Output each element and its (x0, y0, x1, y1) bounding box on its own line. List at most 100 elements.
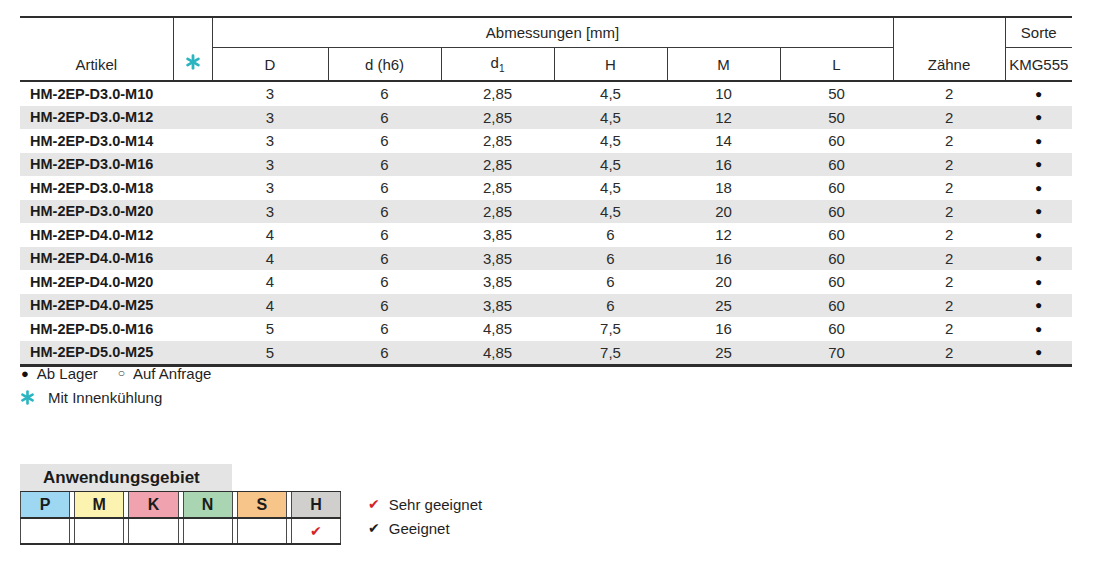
innenkuehlung-icon (20, 390, 35, 405)
table-row: HM-2EP-D3.0-M16362,854,516602● (20, 153, 1072, 177)
value-cell: 3 (212, 200, 328, 224)
coolant-cell (173, 223, 212, 247)
coolant-cell (173, 200, 212, 224)
stock-dot: ● (1005, 294, 1072, 318)
value-cell: 7,5 (554, 317, 667, 341)
value-cell: 60 (780, 200, 893, 224)
value-cell: 4 (212, 270, 328, 294)
table-row: HM-2EP-D4.0-M25463,85625602● (20, 294, 1072, 318)
anw-col-H: H (291, 492, 341, 517)
geeignet-label: Geeignet (389, 520, 450, 537)
header-row-top: Artikel Abmessungen [mm] Zähne Sorte (20, 17, 1072, 48)
value-cell: 6 (554, 247, 667, 271)
value-cell: 3,85 (441, 294, 554, 318)
coolant-cell (173, 176, 212, 200)
value-cell: 3,85 (441, 247, 554, 271)
value-cell: 60 (780, 176, 893, 200)
stock-legend: ● Ab Lager ○ Auf Anfrage (21, 363, 211, 383)
value-cell: 60 (780, 247, 893, 271)
value-cell: 16 (667, 317, 780, 341)
stock-dot: ● (1005, 176, 1072, 200)
col-header-kmg555: KMG555 (1005, 48, 1072, 82)
artikel-cell: HM-2EP-D3.0-M16 (20, 153, 173, 177)
value-cell: 2,85 (441, 200, 554, 224)
filled-dot-icon: ● (21, 366, 29, 381)
value-cell: 6 (554, 270, 667, 294)
coolant-cell (173, 270, 212, 294)
value-cell: 3 (212, 129, 328, 153)
anwendungsgebiet-table: PMKNSH ✔ (20, 491, 341, 545)
open-dot-icon: ○ (118, 366, 125, 380)
anw-check-cell-K (128, 519, 178, 543)
value-cell: 2 (893, 247, 1005, 271)
col-header-zaehne: Zähne (893, 17, 1005, 81)
black-check-icon: ✔ (368, 520, 380, 536)
value-cell: 2,85 (441, 153, 554, 177)
product-table: Artikel Abmessungen [mm] Zähne Sorte D (20, 16, 1072, 367)
anw-check-cell-H: ✔ (291, 519, 341, 543)
table-row: HM-2EP-D3.0-M14362,854,514602● (20, 129, 1072, 153)
value-cell: 5 (212, 341, 328, 366)
value-cell: 4 (212, 294, 328, 318)
value-cell: 60 (780, 129, 893, 153)
artikel-cell: HM-2EP-D3.0-M12 (20, 106, 173, 130)
col-header-d-h6: d (h6) (328, 48, 441, 82)
coolant-cell (173, 129, 212, 153)
value-cell: 25 (667, 341, 780, 366)
value-cell: 2 (893, 153, 1005, 177)
col-header-artikel: Artikel (20, 17, 173, 81)
table-row: HM-2EP-D4.0-M12463,85612602● (20, 223, 1072, 247)
value-cell: 16 (667, 247, 780, 271)
stock-dot: ● (1005, 81, 1072, 106)
col-header-H: H (554, 48, 667, 82)
value-cell: 60 (780, 153, 893, 177)
table-row: HM-2EP-D4.0-M16463,85616602● (20, 247, 1072, 271)
artikel-cell: HM-2EP-D3.0-M14 (20, 129, 173, 153)
table-row: HM-2EP-D3.0-M18362,854,518602● (20, 176, 1072, 200)
anw-col-K: K (128, 492, 178, 517)
stock-dot: ● (1005, 270, 1072, 294)
col-header-coolant (173, 17, 212, 81)
value-cell: 4,85 (441, 317, 554, 341)
table-row: HM-2EP-D5.0-M25564,857,525702● (20, 341, 1072, 366)
coolant-legend: Mit Innenkühlung (20, 387, 162, 407)
value-cell: 5 (212, 317, 328, 341)
value-cell: 2,85 (441, 176, 554, 200)
col-header-sorte: Sorte (1005, 17, 1072, 48)
value-cell: 4,5 (554, 176, 667, 200)
value-cell: 60 (780, 317, 893, 341)
table-row: HM-2EP-D3.0-M20362,854,520602● (20, 200, 1072, 224)
stock-dot: ● (1005, 247, 1072, 271)
value-cell: 50 (780, 81, 893, 106)
table-row: HM-2EP-D3.0-M12362,854,512502● (20, 106, 1072, 130)
value-cell: 2 (893, 294, 1005, 318)
value-cell: 2 (893, 223, 1005, 247)
table-row: HM-2EP-D4.0-M20463,85620602● (20, 270, 1072, 294)
value-cell: 2 (893, 176, 1005, 200)
col-group-abmessungen: Abmessungen [mm] (212, 17, 893, 48)
value-cell: 3 (212, 153, 328, 177)
value-cell: 60 (780, 294, 893, 318)
artikel-cell: HM-2EP-D4.0-M12 (20, 223, 173, 247)
value-cell: 6 (554, 294, 667, 318)
value-cell: 4 (212, 223, 328, 247)
artikel-cell: HM-2EP-D3.0-M18 (20, 176, 173, 200)
value-cell: 4 (212, 247, 328, 271)
innenkuehlung-icon (185, 54, 201, 70)
value-cell: 6 (328, 106, 441, 130)
legend-geeignet: ✔ Geeignet (368, 516, 482, 540)
anw-col-M: M (74, 492, 124, 517)
value-cell: 18 (667, 176, 780, 200)
table-body: HM-2EP-D3.0-M10362,854,510502●HM-2EP-D3.… (20, 81, 1072, 366)
value-cell: 12 (667, 223, 780, 247)
coolant-cell (173, 317, 212, 341)
value-cell: 6 (328, 247, 441, 271)
value-cell: 6 (328, 81, 441, 106)
value-cell: 4,5 (554, 81, 667, 106)
value-cell: 12 (667, 106, 780, 130)
coolant-cell (173, 247, 212, 271)
value-cell: 4,5 (554, 129, 667, 153)
value-cell: 6 (328, 129, 441, 153)
artikel-cell: HM-2EP-D5.0-M16 (20, 317, 173, 341)
value-cell: 6 (554, 223, 667, 247)
